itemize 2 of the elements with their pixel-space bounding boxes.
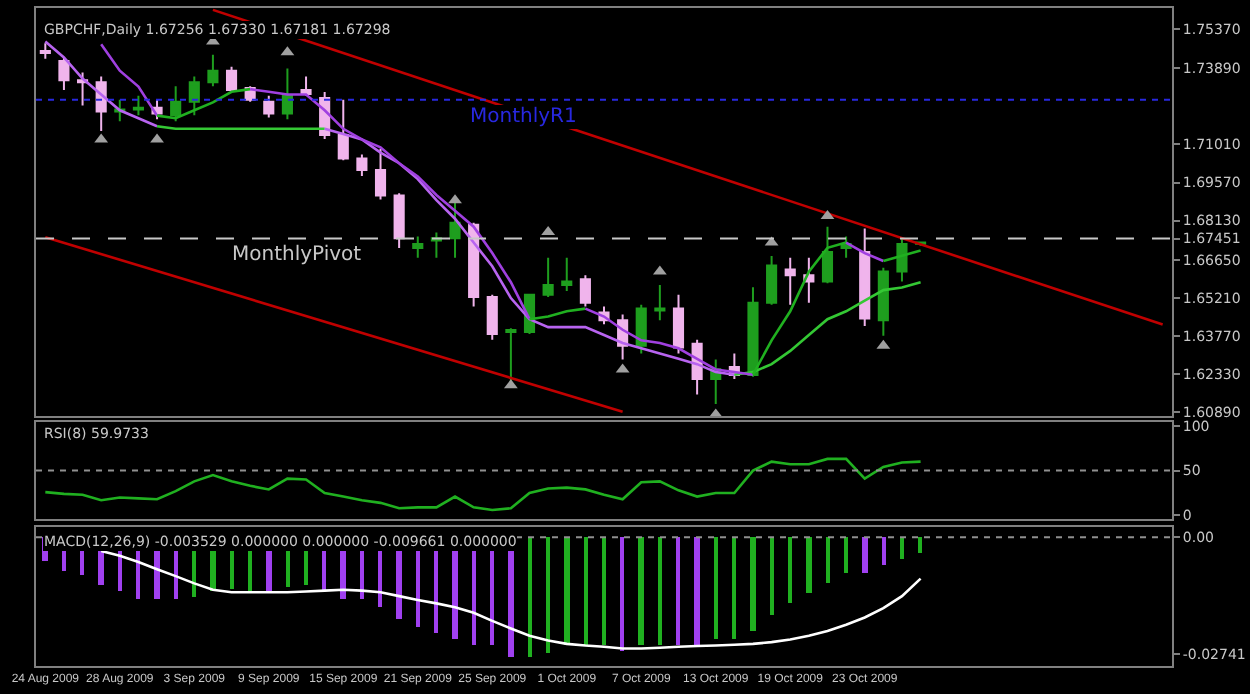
ref-line-label: MonthlyR1 bbox=[470, 106, 577, 128]
ref-line-label: MonthlyPivot bbox=[232, 244, 362, 266]
